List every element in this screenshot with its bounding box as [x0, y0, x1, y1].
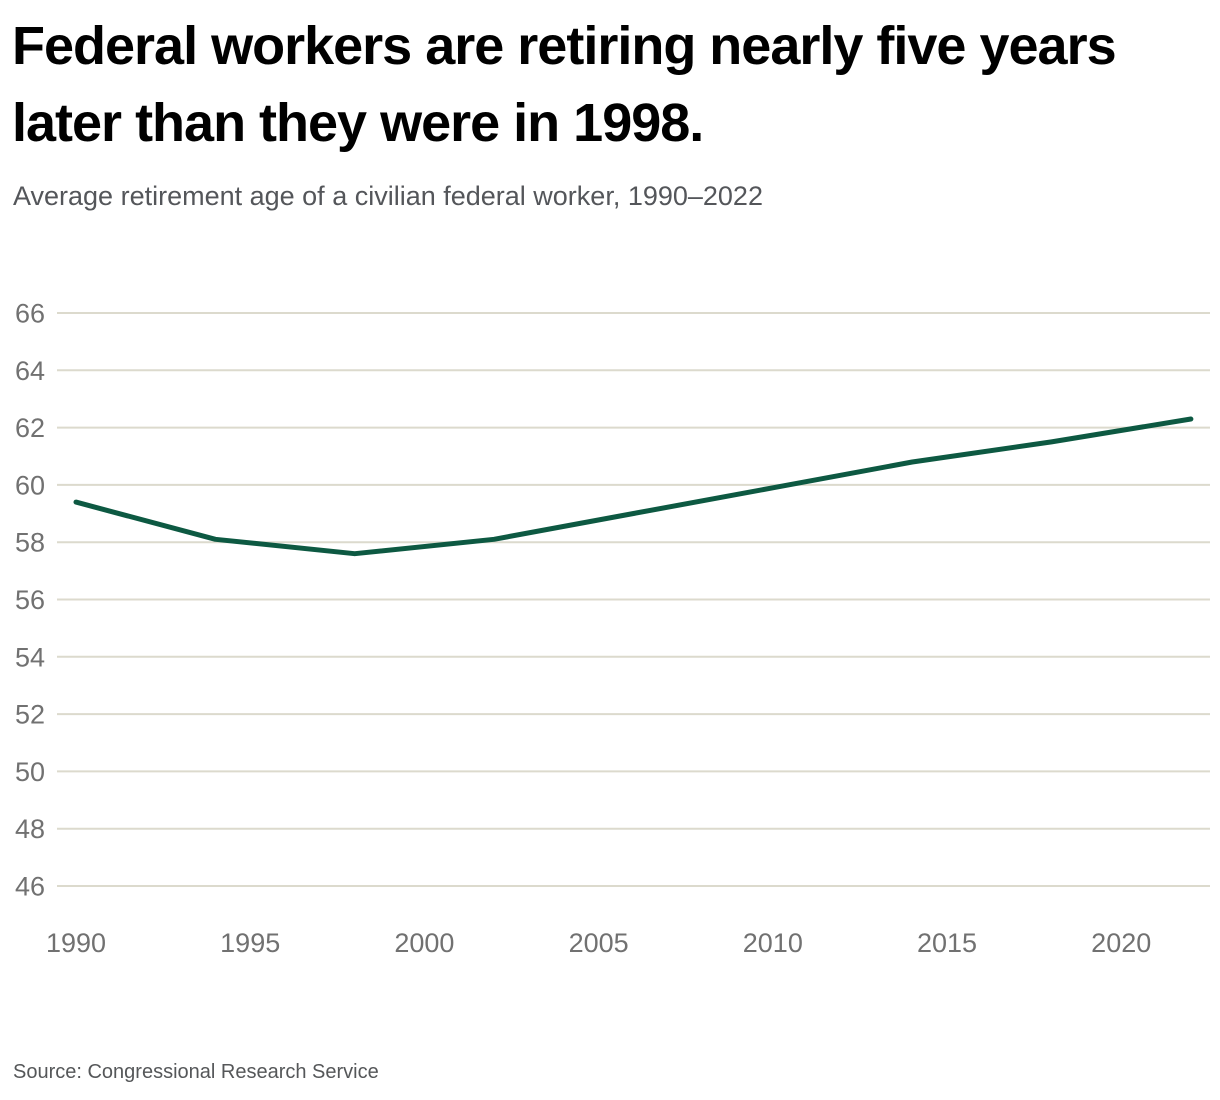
- y-tick-label: 50: [15, 757, 45, 787]
- x-tick-label: 2015: [917, 928, 977, 958]
- y-tick-label: 60: [15, 470, 45, 500]
- chart-subtitle: Average retirement age of a civilian fed…: [13, 181, 763, 211]
- x-tick-label: 2020: [1091, 928, 1151, 958]
- y-tick-label: 52: [15, 700, 45, 730]
- y-tick-label: 46: [15, 871, 45, 901]
- y-tick-label: 62: [15, 413, 45, 443]
- x-tick-label: 1995: [220, 928, 280, 958]
- y-tick-label: 54: [15, 642, 45, 672]
- x-tick-label: 2005: [569, 928, 629, 958]
- page-title: Federal workers are retiring nearly five…: [12, 16, 1117, 153]
- x-tick-label: 2010: [743, 928, 803, 958]
- y-tick-label: 66: [15, 298, 45, 328]
- y-tick-label: 56: [15, 585, 45, 615]
- y-tick-label: 58: [15, 528, 45, 558]
- y-tick-label: 64: [15, 356, 45, 386]
- x-tick-label: 2000: [394, 928, 454, 958]
- y-tick-label: 48: [15, 814, 45, 844]
- data-line: [73, 416, 1194, 557]
- source-attribution: Source: Congressional Research Service: [13, 1061, 379, 1083]
- x-tick-label: 1990: [46, 928, 106, 958]
